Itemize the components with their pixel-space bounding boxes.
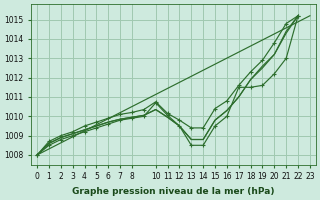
X-axis label: Graphe pression niveau de la mer (hPa): Graphe pression niveau de la mer (hPa) [72,187,275,196]
